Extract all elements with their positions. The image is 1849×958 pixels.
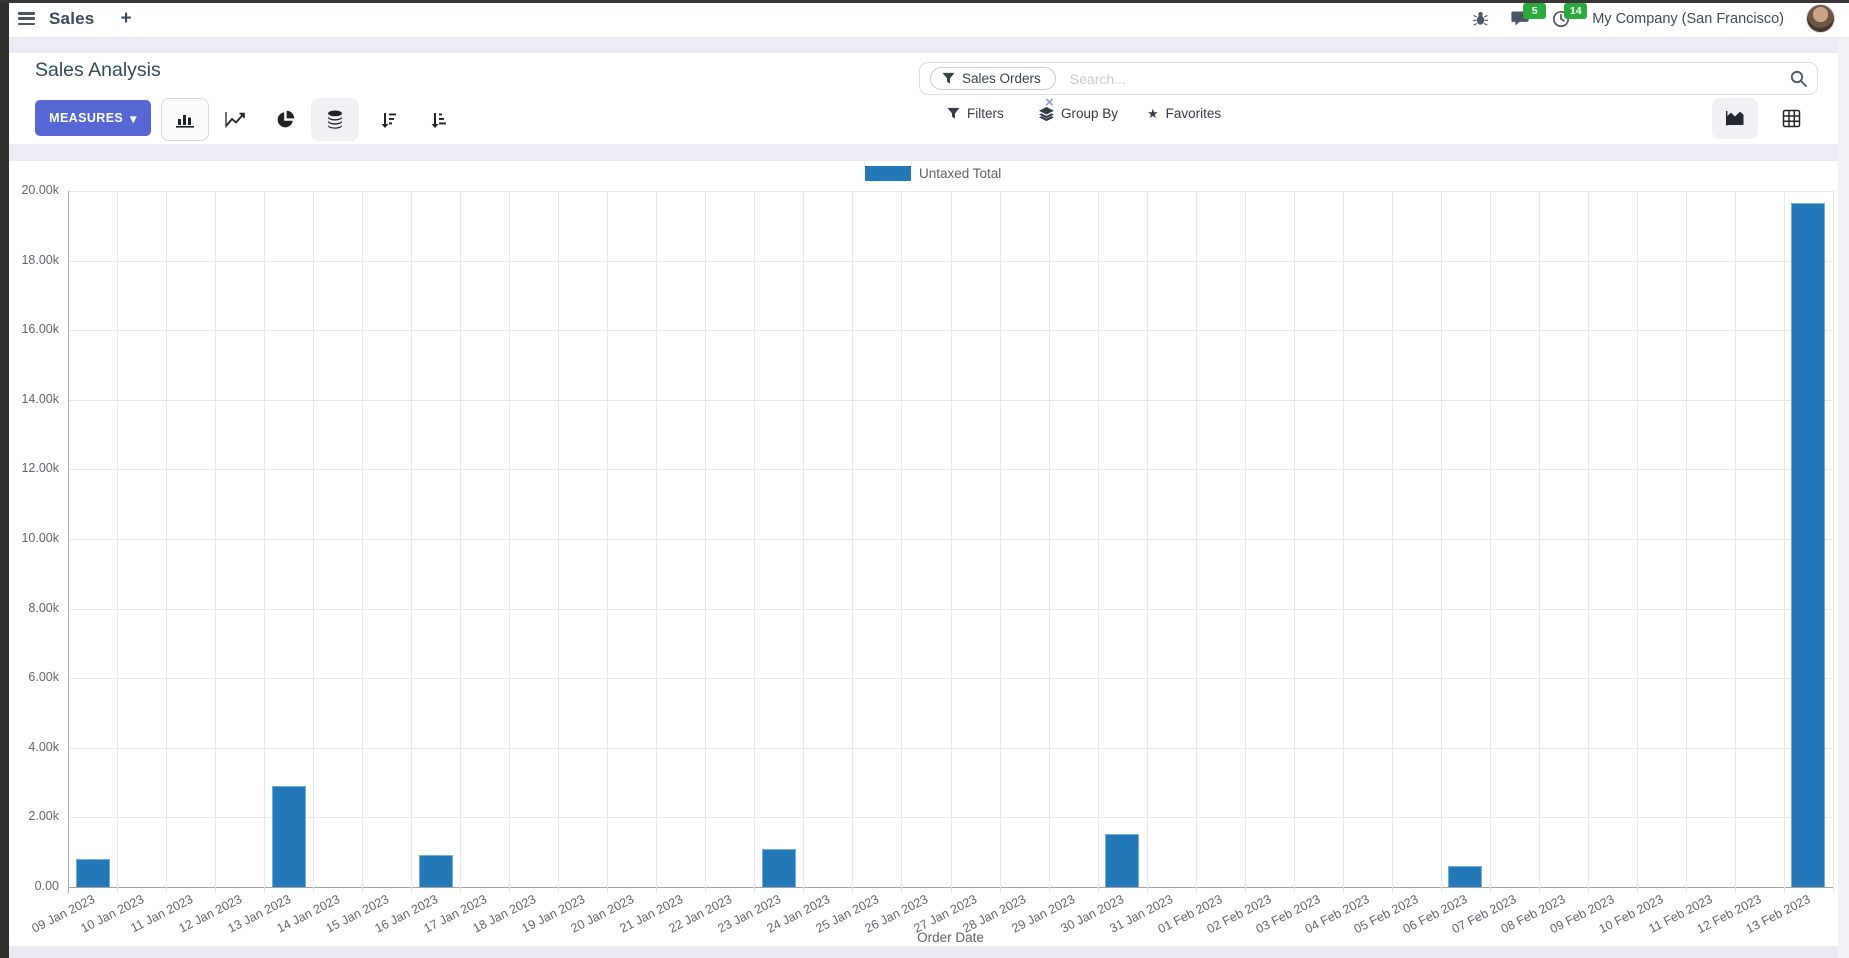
scrollbar-track[interactable] [1838,37,1849,958]
user-avatar[interactable] [1806,4,1835,33]
filters-label: Filters [967,106,1004,121]
area-chart-icon [1726,111,1744,126]
debug-bug-icon[interactable] [1472,10,1489,27]
activities-count-badge: 14 [1564,2,1588,19]
chart-bar-30-jan-2023[interactable] [1105,834,1140,887]
activities-menu[interactable]: 14 [1552,2,1588,28]
messages-menu[interactable]: 5 [1511,3,1547,27]
window-top-edge [0,0,1849,3]
star-icon: ★ [1147,106,1159,121]
toolbar-row: MEASURES ▾ [9,97,1838,143]
legend-label: Untaxed Total [919,166,1002,181]
control-panel: Sales Analysis Sales Orders × MEASURES ▾ [9,53,1838,144]
window-left-edge [0,0,9,958]
chart-bar-13-feb-2023[interactable] [1791,202,1826,887]
sort-descending-button[interactable] [364,98,412,141]
page-title: Sales Analysis [35,59,161,81]
search-facet-label: Sales Orders [962,71,1041,86]
sort-asc-icon [431,112,446,128]
stacked-toggle-button[interactable] [311,98,359,141]
clock-icon [1553,10,1570,27]
filter-funnel-icon [947,107,960,119]
layers-icon [1039,106,1054,121]
database-stack-icon [328,110,342,129]
sort-desc-icon [381,112,396,128]
pivot-table-icon [1782,109,1800,128]
app-name[interactable]: Sales [49,8,95,28]
search-input[interactable] [1067,69,1790,88]
legend-item-untaxed-total[interactable]: Untaxed Total [865,166,1001,181]
sort-ascending-button[interactable] [414,98,462,141]
chart-bar-06-feb-2023[interactable] [1448,866,1483,887]
search-facet-sales-orders[interactable]: Sales Orders [930,67,1056,90]
chart-type-line-button[interactable] [211,98,259,141]
filters-button[interactable]: Filters [947,106,1004,121]
chart-type-bar-button[interactable] [161,98,209,141]
facet-remove-icon[interactable]: × [1045,94,1054,111]
new-tab-plus-button[interactable]: + [120,8,132,29]
chart-bar-16-jan-2023[interactable] [418,855,453,887]
search-bar[interactable]: Sales Orders × [919,62,1818,110]
search-icon[interactable] [1790,70,1807,87]
bug-icon [1473,12,1489,26]
measures-label: MEASURES [49,111,124,125]
messages-count-badge: 5 [1523,3,1547,19]
favorites-label: Favorites [1165,106,1222,121]
pie-chart-icon [277,110,294,128]
legend-swatch [865,166,911,181]
chart-bar-23-jan-2023[interactable] [761,849,796,887]
line-chart-icon [224,112,245,128]
bar-chart-icon [176,114,194,128]
favorites-button[interactable]: ★ Favorites [1147,106,1221,121]
view-switch-graph-button[interactable] [1712,98,1758,139]
page-footer-strip [9,946,1849,958]
measures-button[interactable]: MEASURES ▾ [35,100,151,136]
chart-type-pie-button[interactable] [261,98,309,141]
top-navbar: Sales + 5 14 My Compan [0,0,1849,38]
x-axis-title: Order Date [917,930,984,945]
view-switch-pivot-button[interactable] [1768,98,1814,139]
chart-bar-13-jan-2023[interactable] [271,786,306,887]
chart-bar-09-jan-2023[interactable] [75,859,110,887]
filter-funnel-icon [942,72,955,85]
group-by-label: Group By [1061,106,1119,121]
group-by-button[interactable]: Group By [1039,106,1118,121]
company-switcher[interactable]: My Company (San Francisco) [1592,10,1784,27]
hamburger-menu-icon[interactable] [18,12,35,25]
chevron-down-icon: ▾ [130,111,137,126]
